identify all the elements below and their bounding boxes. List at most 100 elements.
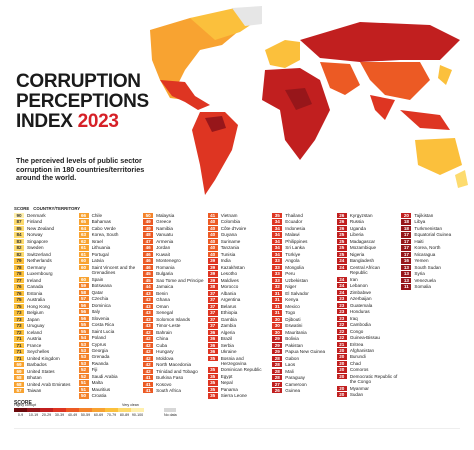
country-row: 71 France [14, 342, 75, 348]
table-header: SCORE COUNTRY/TERRITORY [14, 206, 84, 211]
country-name: Russia [349, 219, 364, 225]
country-name: United Arab Emirates [27, 381, 71, 387]
country-row: 34 Philippines [272, 238, 333, 245]
country-name: Dominica [91, 302, 111, 308]
country-row: 30 Eswatini [272, 323, 333, 329]
country-name: Croatia [91, 393, 107, 399]
country-name: Cyprus [91, 341, 107, 347]
score-box: 55 [78, 322, 89, 328]
legend-band-label: 50-59 [80, 413, 91, 417]
score-box: 26 [336, 219, 347, 225]
score-box: 20 [336, 347, 347, 354]
legend-bands: 0-9 10-19 20-29 30-39 40-49 50-59 60-69 70-79 80… [14, 408, 144, 417]
score-box: 39 [207, 258, 218, 264]
score-box: 26 [272, 388, 283, 394]
country-name: Papua New Guinea [285, 349, 326, 355]
score-box: 42 [143, 362, 154, 368]
legend-band-label: 90-100 [131, 413, 144, 417]
score-box: 29 [272, 349, 283, 355]
country-name: Iceland [27, 329, 42, 335]
country-row: 38 Morocco [207, 284, 269, 290]
country-name: Ecuador [285, 219, 303, 225]
country-name: Korea, South [91, 232, 119, 238]
score-box: 28 [272, 368, 283, 374]
country-row: 82 Sweden [14, 245, 75, 251]
score-box: 37 [207, 310, 218, 316]
score-box: 39 [207, 277, 218, 284]
score-box: 17 [401, 232, 412, 238]
country-row: 41 Vietnam [207, 213, 269, 219]
score-box: 34 [272, 238, 283, 245]
country-name: Uganda [349, 225, 366, 231]
score-box: 35 [207, 380, 218, 386]
score-box: 21 [336, 341, 347, 347]
legend-band-label: 70-79 [106, 413, 117, 417]
country-name: Mauritius [91, 386, 111, 392]
country-name: Singapore [27, 238, 48, 244]
score-box: 68 [14, 375, 24, 381]
score-box: 51 [78, 380, 89, 386]
score-box: 69 [14, 368, 24, 374]
country-name: Benin [156, 290, 168, 296]
country-name: Grenada [91, 354, 110, 360]
country-name: Luxembourg [27, 271, 53, 277]
score-box: 85 [14, 225, 24, 232]
country-row: 31 Kenya [272, 297, 333, 303]
score-box: 26 [336, 225, 347, 232]
country-name: Taiwan [27, 388, 42, 394]
score-box: 52 [78, 373, 89, 380]
score-box: 23 [336, 315, 347, 321]
title-line: CORRUPTION [16, 71, 141, 92]
country-name: Latvia [91, 258, 104, 264]
score-box: 43 [143, 297, 154, 303]
country-name: Guinea-Bissau [349, 335, 380, 341]
country-name: Hungary [156, 349, 174, 355]
score-box: 43 [143, 290, 154, 297]
country-row: 73 Uruguay [14, 323, 75, 329]
score-box: 24 [336, 258, 347, 264]
country-name: Djibouti [285, 316, 301, 322]
legend-band: 30-39 [53, 408, 66, 417]
country-row: 75 Australia [14, 297, 75, 303]
country-row: 11 Somalia [401, 284, 462, 290]
country-row: 36 Brazil [207, 336, 269, 342]
score-box: 17 [401, 245, 412, 251]
country-name: Libya [414, 219, 426, 225]
country-name: Afghanistan [349, 347, 375, 353]
country-row: 46 Montenegro [143, 258, 204, 264]
score-box: 35 [207, 355, 218, 361]
country-name: Fiji [91, 367, 98, 373]
country-name: Greece [156, 219, 172, 225]
country-row: 39 Kazakhstan [207, 264, 269, 271]
score-box: 55 [78, 328, 89, 334]
country-name: Korea, North [414, 245, 441, 251]
score-box: 42 [143, 342, 154, 348]
country-name: North Macedonia [156, 362, 192, 368]
score-box: 37 [207, 323, 218, 329]
country-name: Côte d'Ivoire [220, 225, 247, 231]
country-row: 42 Cuba [143, 342, 204, 348]
country-row: 32 Niger [272, 284, 333, 290]
country-name: United Kingdom [27, 355, 60, 361]
country-row: 48 Vanuatu [143, 232, 204, 238]
country-row: 60 Spain [78, 276, 140, 282]
score-box: 28 [272, 362, 283, 368]
score-box: 32 [272, 284, 283, 290]
country-name: Mali [285, 368, 294, 374]
country-name: Cuba [156, 342, 168, 348]
country-name: United States [27, 368, 55, 374]
country-name: Estonia [27, 290, 43, 296]
score-box: 53 [78, 354, 89, 360]
country-name: Eritrea [349, 341, 364, 347]
country-row: 13 Syria [401, 271, 462, 277]
legend-band-label: 40-49 [67, 413, 78, 417]
score-box: 20 [336, 385, 347, 391]
country-row: 13 South Sudan [401, 264, 462, 271]
country-row: 43 Benin [143, 290, 204, 297]
score-box: 20 [336, 392, 347, 398]
country-row: 33 Mongolia [272, 264, 333, 271]
score-box: 71 [14, 355, 24, 361]
country-row: 51 Malta [78, 380, 140, 386]
country-row: 20 Tajikistan [401, 213, 462, 219]
country-name: Liberia [349, 232, 364, 238]
